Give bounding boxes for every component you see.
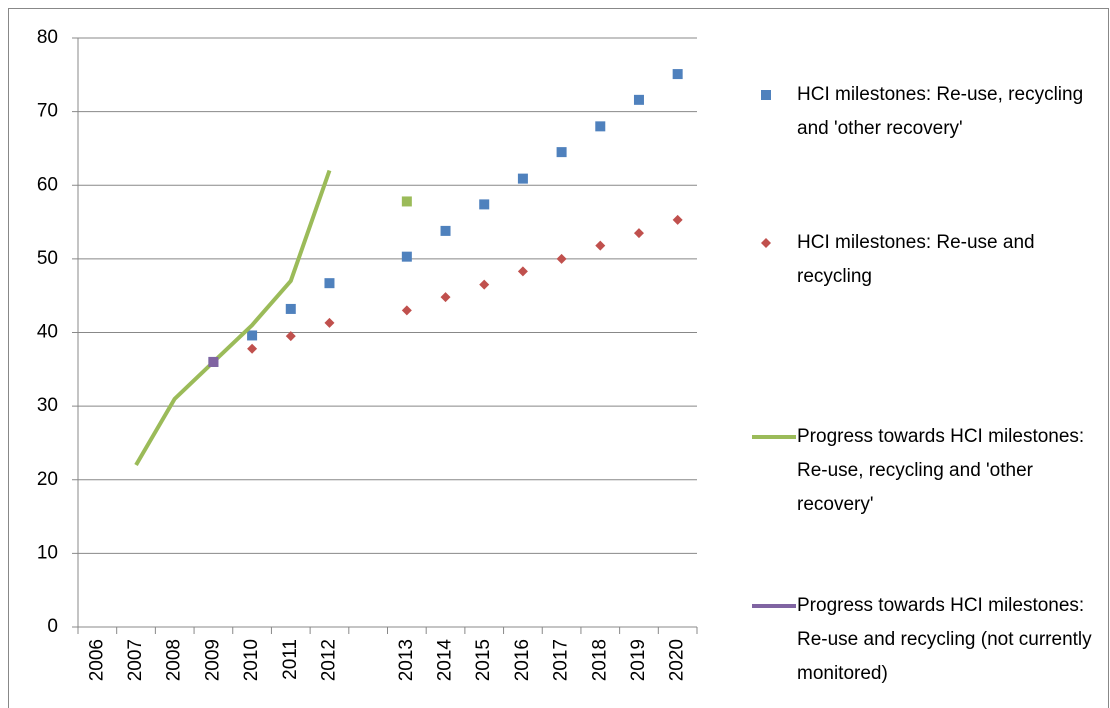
y-tick-label: 30 — [37, 395, 58, 416]
y-tick-label: 50 — [37, 248, 58, 269]
x-tick-label: 2017 — [551, 639, 572, 681]
data-point — [633, 228, 644, 239]
x-tick-label: 2008 — [164, 639, 185, 681]
legend-label: Progress towards HCI milestones: Re-use … — [797, 595, 1092, 684]
x-tick-label: 2010 — [241, 639, 262, 681]
data-point — [401, 251, 412, 262]
data-point — [247, 343, 258, 354]
legend-swatch — [761, 238, 771, 248]
data-point — [479, 279, 490, 290]
x-tick-label: 2007 — [125, 639, 146, 681]
data-point — [595, 240, 606, 251]
data-point — [324, 317, 335, 328]
y-tick-label: 40 — [37, 322, 58, 343]
x-tick-label: 2016 — [512, 639, 533, 681]
y-tick-label: 70 — [37, 101, 58, 122]
x-tick-label: 2011 — [280, 639, 301, 680]
data-point — [401, 305, 412, 316]
data-point — [285, 331, 296, 342]
series-line — [134, 169, 332, 467]
data-point — [672, 214, 683, 225]
legend-swatch — [761, 90, 771, 100]
y-tick-label: 20 — [37, 469, 58, 490]
data-point — [595, 121, 606, 132]
data-point — [440, 225, 451, 236]
x-tick-label: 2009 — [202, 639, 223, 681]
x-tick-label: 2006 — [86, 639, 107, 681]
data-point — [517, 173, 528, 184]
data-point — [633, 94, 644, 105]
legend-label: HCI milestones: Re-use, recycling and 'o… — [797, 84, 1084, 139]
y-tick-label: 10 — [37, 542, 58, 563]
legend-label: HCI milestones: Re-use and recycling — [797, 232, 1035, 287]
x-tick-label: 2018 — [589, 639, 610, 681]
x-tick-label: 2012 — [318, 639, 339, 681]
y-tick-label: 0 — [47, 616, 58, 637]
x-tick-label: 2013 — [396, 639, 417, 681]
x-tick-label: 2019 — [628, 639, 649, 681]
x-tick-label: 2015 — [473, 639, 494, 681]
data-point — [208, 356, 219, 367]
legend-label: Progress towards HCI milestones: Re-use,… — [797, 426, 1085, 515]
data-point — [479, 199, 490, 210]
data-point — [401, 196, 412, 207]
data-point — [672, 69, 683, 80]
data-point — [556, 253, 567, 264]
data-point — [247, 330, 258, 341]
x-tick-label: 2020 — [667, 639, 688, 681]
x-tick-label: 2014 — [435, 639, 456, 682]
data-point — [285, 303, 296, 314]
data-point — [324, 278, 335, 289]
y-tick-label: 80 — [37, 27, 58, 48]
y-tick-label: 60 — [37, 174, 58, 195]
chart-frame — [8, 8, 1109, 708]
data-point — [556, 147, 567, 158]
data-point — [517, 266, 528, 277]
data-point — [440, 292, 451, 303]
